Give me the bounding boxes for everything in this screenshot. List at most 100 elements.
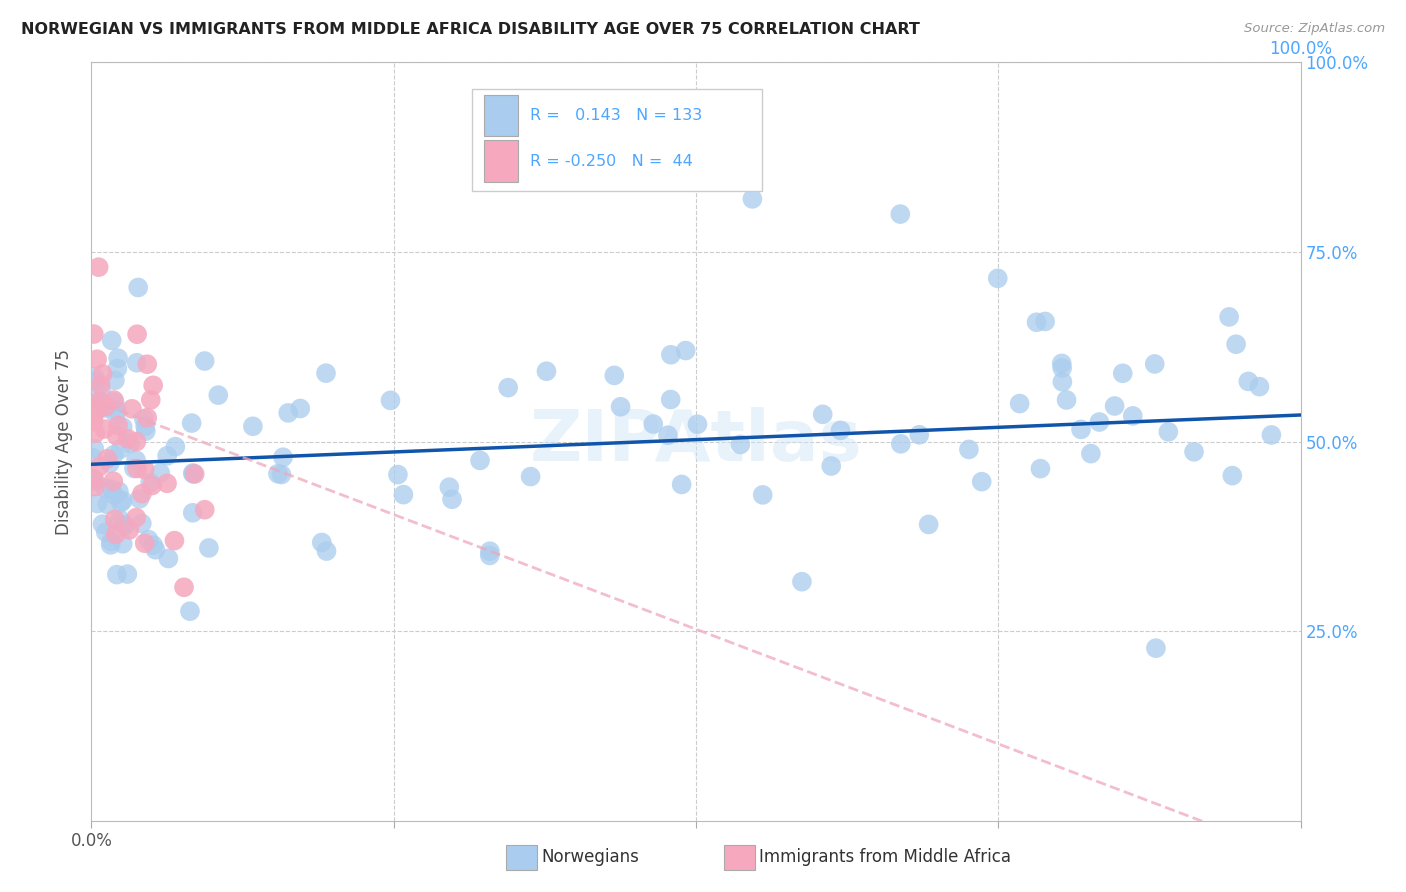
Point xyxy=(141,478,163,492)
Point xyxy=(1056,392,1078,407)
Point xyxy=(181,467,204,481)
Point xyxy=(125,461,148,475)
Point xyxy=(149,466,172,480)
Text: Immigrants from Middle Africa: Immigrants from Middle Africa xyxy=(759,848,1011,866)
Point xyxy=(184,467,207,481)
Point xyxy=(1157,425,1180,439)
Point xyxy=(271,450,294,465)
Point xyxy=(86,402,108,417)
Point xyxy=(100,482,122,496)
Text: R = -0.250   N =  44: R = -0.250 N = 44 xyxy=(530,153,693,169)
Point xyxy=(478,544,501,558)
Point xyxy=(118,523,141,537)
Point xyxy=(108,512,131,526)
Point xyxy=(142,538,165,552)
Point xyxy=(659,392,682,407)
Point xyxy=(136,410,159,425)
Point xyxy=(125,356,148,370)
Point xyxy=(110,495,132,509)
Point xyxy=(1144,641,1167,656)
Point xyxy=(125,510,148,524)
Point xyxy=(277,406,299,420)
Point xyxy=(180,416,202,430)
Point xyxy=(103,448,125,462)
Point xyxy=(1249,379,1271,393)
Point xyxy=(315,544,337,558)
Point xyxy=(128,491,150,506)
Text: ZIPAtlas: ZIPAtlas xyxy=(530,407,862,476)
Point xyxy=(643,417,665,431)
Point xyxy=(142,378,165,392)
Point xyxy=(98,456,121,470)
Point xyxy=(1050,361,1073,376)
Point xyxy=(156,449,179,463)
Point xyxy=(83,407,105,421)
Point xyxy=(439,480,461,494)
Point xyxy=(105,567,128,582)
Point xyxy=(121,401,143,416)
Point xyxy=(90,397,112,411)
Point xyxy=(86,402,108,417)
Text: Source: ZipAtlas.com: Source: ZipAtlas.com xyxy=(1244,22,1385,36)
FancyBboxPatch shape xyxy=(472,89,762,191)
Point xyxy=(1088,415,1111,429)
Point xyxy=(659,348,682,362)
Point xyxy=(1237,375,1260,389)
Point xyxy=(311,535,333,549)
Point xyxy=(908,427,931,442)
Point xyxy=(1052,375,1074,389)
Point xyxy=(957,442,980,457)
Point xyxy=(86,497,108,511)
Point xyxy=(107,418,129,433)
Point xyxy=(100,538,122,552)
Point xyxy=(820,458,842,473)
Point xyxy=(100,534,122,549)
Point xyxy=(83,472,105,486)
Point xyxy=(91,367,114,381)
Point xyxy=(157,551,180,566)
Point xyxy=(132,411,155,425)
Point xyxy=(165,440,187,454)
Point xyxy=(207,388,229,402)
Text: Norwegians: Norwegians xyxy=(541,848,640,866)
Point xyxy=(917,517,939,532)
Point xyxy=(242,419,264,434)
Point xyxy=(1025,315,1047,329)
Point xyxy=(127,280,149,294)
Point xyxy=(194,502,217,516)
Point xyxy=(125,434,148,449)
Point xyxy=(125,453,148,467)
Point xyxy=(90,384,112,398)
Point xyxy=(104,527,127,541)
Point xyxy=(181,466,204,480)
Point xyxy=(93,422,115,436)
Point xyxy=(104,395,127,409)
Point xyxy=(84,426,107,441)
Point xyxy=(675,343,697,358)
Point xyxy=(96,497,118,511)
Point xyxy=(156,476,179,491)
Point xyxy=(89,393,111,408)
Text: R =   0.143   N = 133: R = 0.143 N = 133 xyxy=(530,108,703,123)
Point xyxy=(830,423,852,437)
Point xyxy=(90,378,112,392)
Point xyxy=(790,574,813,589)
Point xyxy=(290,401,312,416)
Point xyxy=(83,415,105,429)
Point xyxy=(111,420,134,434)
Point xyxy=(603,368,626,383)
Point xyxy=(889,207,911,221)
Point xyxy=(93,401,115,415)
Point xyxy=(730,437,752,451)
Point xyxy=(131,486,153,500)
Point xyxy=(139,392,162,407)
Point xyxy=(134,536,156,550)
Bar xyxy=(484,95,519,136)
Point xyxy=(181,506,204,520)
Point xyxy=(83,369,105,384)
Point xyxy=(1070,422,1092,436)
Point xyxy=(1225,337,1247,351)
Point xyxy=(1218,310,1240,324)
Point xyxy=(89,459,111,474)
Point xyxy=(84,479,107,493)
